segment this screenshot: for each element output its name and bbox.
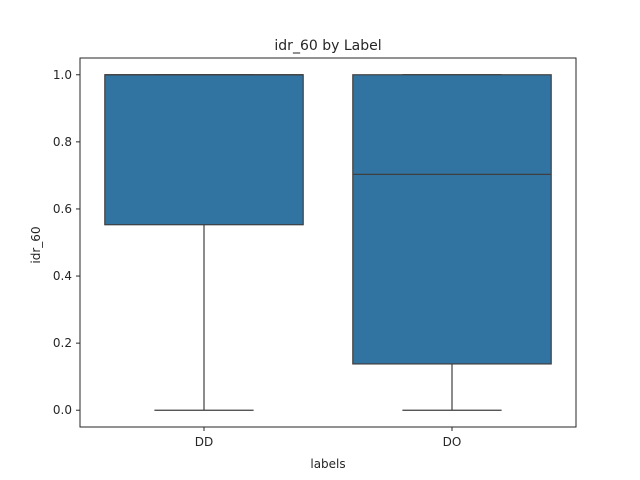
chart-marks: 0.0 0.2 0.4 0.6 0.8 1.0 DD DO (53, 68, 552, 449)
chart-title: idr_60 by Label (274, 38, 381, 54)
plot-frame (79, 57, 577, 428)
box-dd (104, 74, 304, 226)
y-tick-label: 0.6 (53, 202, 72, 216)
x-tick-label: DD (195, 435, 213, 449)
y-tick-label: 1.0 (53, 68, 72, 82)
y-tick-label: 0.8 (53, 135, 72, 149)
x-tick-label: DO (443, 435, 462, 449)
y-tick-label: 0.0 (53, 403, 72, 417)
y-tick-label: 0.4 (53, 269, 72, 283)
box-do (352, 74, 552, 365)
y-tick-label: 0.2 (53, 336, 72, 350)
x-axis-title: labels (310, 457, 345, 471)
y-axis-title: idr_60 (29, 226, 43, 263)
